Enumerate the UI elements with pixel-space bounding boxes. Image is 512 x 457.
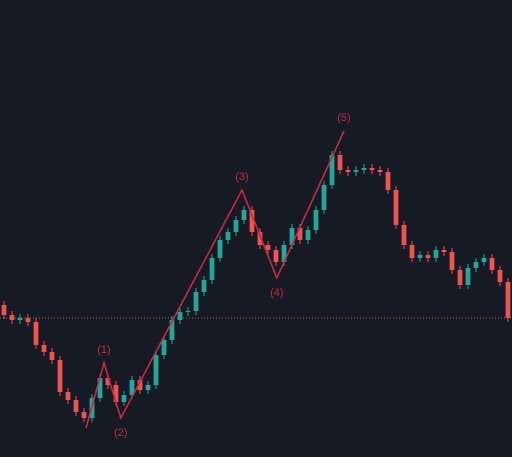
candle-body [169,320,175,340]
candle-body [161,340,167,355]
candle-body [65,392,71,400]
candle-body [49,352,55,360]
candle-body [289,228,295,245]
candle-body [361,168,367,170]
candle-body [17,318,23,320]
candle-body [249,210,255,232]
candle-body [57,360,63,392]
candle-body [305,230,311,240]
candle-body [353,170,359,172]
candle-body [401,225,407,245]
candle-body [481,258,487,262]
candle-body [433,250,439,258]
candle-body [217,240,223,258]
candle-body [449,252,455,270]
candle-body [369,168,375,170]
candle-body [233,220,239,232]
candle-body [201,280,207,292]
candle-body [113,385,119,402]
candle-body [345,170,351,172]
candle-body [409,245,415,258]
candle-body [297,228,303,240]
candle-body [337,155,343,170]
candle-body [73,400,79,412]
candle-body [385,172,391,190]
candle-body [137,380,143,390]
candle-body [241,210,247,220]
candle-body [209,258,215,280]
candle-body [225,232,231,240]
wave-label: (1) [97,344,110,356]
wave-label: (3) [235,171,248,183]
candle-body [97,378,103,398]
candle-body [497,270,503,282]
candle-body [321,185,327,210]
candle-body [257,232,263,245]
candle-body [281,245,287,262]
candle-body [265,245,271,250]
candle-body [145,385,151,390]
candle-body [185,311,191,312]
candle-body [129,380,135,395]
candle-body [457,270,463,285]
candle-body [1,305,7,315]
candle-body [329,155,335,185]
candle-body [489,258,495,270]
candle-body [313,210,319,230]
candle-body [273,250,279,262]
candle-body [441,250,447,252]
candle-body [81,412,87,418]
wave-line [85,130,345,429]
candle-body [473,262,479,268]
candle-body [9,315,15,320]
candle-body [393,190,399,225]
candle-body [465,268,471,285]
candle-body [417,255,423,258]
candle-body [177,312,183,320]
candle-body [193,292,199,311]
candle-body [33,322,39,345]
candle-body [105,378,111,385]
candle-body [505,282,511,318]
wave-label: (2) [114,427,127,439]
candle-body [121,395,127,402]
candle-body [377,170,383,172]
candle-body [25,318,31,322]
candle-body [425,255,431,258]
wave-label: (5) [337,112,350,124]
candle-body [153,355,159,385]
candle-body [41,345,47,352]
wave-label: (4) [270,287,283,299]
